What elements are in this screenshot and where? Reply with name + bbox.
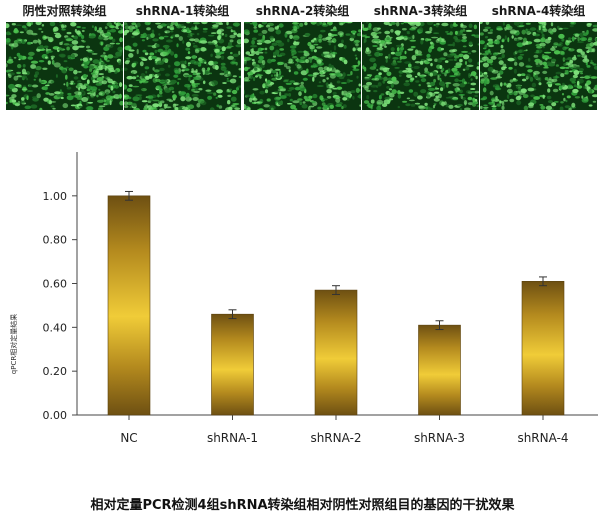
x-tick-label: shRNA-1 [207, 431, 258, 445]
x-tick-label: shRNA-4 [517, 431, 568, 445]
y-tick-label: 1.00 [43, 190, 68, 203]
y-tick-label: 0.40 [43, 321, 68, 334]
x-axis: NC shRNA-1 shRNA-2 shRNA-3 shRNA-4 [77, 414, 598, 445]
bar-nc [107, 195, 151, 416]
panel-label: shRNA-3转染组 [373, 4, 468, 18]
panel-label: shRNA-4转染组 [491, 4, 586, 18]
x-tick-label: shRNA-3 [414, 431, 465, 445]
bar-shrna-3 [418, 324, 461, 416]
y-axis-label: qPCR相对定量结果 [9, 314, 18, 374]
microscopy-panel-row: 阴性对照转染组 shRNA-1转染组 shRNA-2转染组 shRNA-3转染组… [0, 0, 605, 120]
qpcr-bar-chart: 0.00 0.20 0.40 0.60 0.80 1.00 NC shRNA-1 shRNA-… [9, 152, 598, 445]
bars [107, 195, 565, 416]
fluorescence-image [480, 22, 597, 110]
error-bars [125, 190, 547, 331]
y-tick-label: 0.20 [43, 365, 68, 378]
fluorescence-image [244, 22, 361, 110]
panel-shrna-4: shRNA-4转染组 [480, 0, 597, 110]
figure-caption: 相对定量PCR检测4组shRNA转染组相对阴性对照组目的基因的干扰效果 [90, 498, 515, 513]
panel-shrna-3: shRNA-3转染组 [362, 0, 479, 110]
panel-label: shRNA-1转染组 [135, 4, 230, 18]
y-tick-label: 0.00 [43, 409, 68, 422]
panel-shrna-1: shRNA-1转染组 [124, 0, 241, 110]
y-tick-label: 0.80 [43, 234, 68, 247]
bar-shrna-1 [211, 313, 254, 416]
y-tick-label: 0.60 [43, 278, 68, 291]
fluorescence-image [124, 22, 241, 110]
fluorescence-image [362, 22, 479, 110]
fluorescence-image [6, 22, 123, 110]
panel-negative-control: 阴性对照转染组 [6, 0, 123, 110]
panel-label: shRNA-2转染组 [255, 4, 350, 18]
panel-shrna-2: shRNA-2转染组 [244, 0, 361, 110]
x-tick-label: shRNA-2 [310, 431, 361, 445]
y-axis: 0.00 0.20 0.40 0.60 0.80 1.00 [43, 152, 78, 422]
panel-label: 阴性对照转染组 [22, 4, 107, 18]
bar-shrna-2 [314, 289, 358, 416]
bar-shrna-4 [521, 281, 565, 416]
x-tick-label: NC [120, 431, 137, 445]
